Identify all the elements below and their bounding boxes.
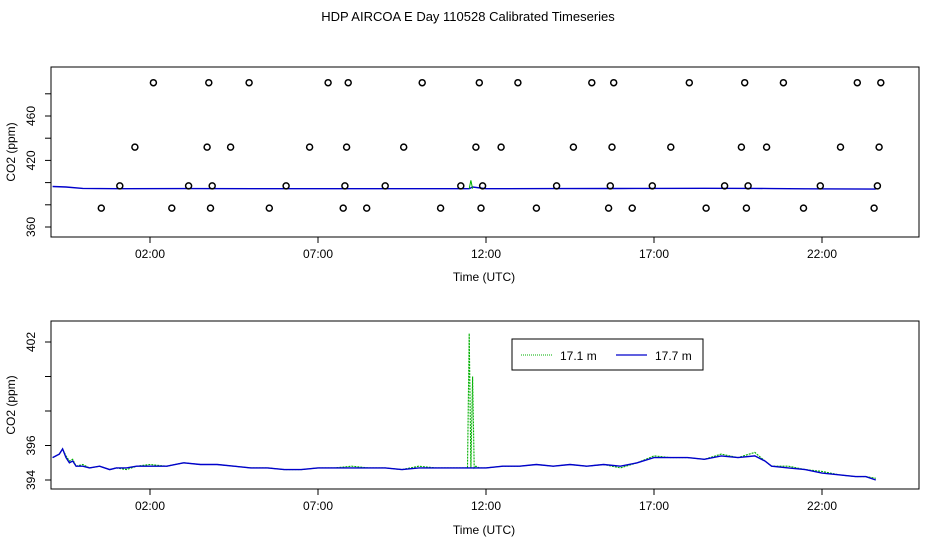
plot1-point — [816, 182, 825, 190]
plot1-point — [265, 204, 274, 212]
plot1-point — [436, 204, 445, 212]
plot1-series — [52, 180, 876, 190]
plot1-x-tick-label: 07:00 — [303, 247, 333, 261]
plot1-point — [588, 78, 596, 87]
plot2-x-axis-label: Time (UTC) — [453, 523, 515, 537]
plot1-point — [744, 182, 752, 190]
plot2-y-tick-label: 394 — [24, 470, 38, 490]
plot1-series-line — [52, 185, 876, 190]
plot1-point — [799, 204, 808, 212]
plot2-series — [52, 333, 877, 481]
plot1-point — [604, 204, 613, 212]
plot1-point — [168, 204, 176, 212]
plot1-point — [870, 204, 878, 212]
plot1-point — [184, 182, 193, 190]
plot1-point — [477, 204, 485, 212]
plot1-point — [514, 78, 522, 87]
plot1-frame — [50, 66, 920, 238]
plot1-point — [205, 78, 213, 87]
plot1-point — [472, 143, 480, 151]
plot1-point — [648, 182, 657, 190]
plot1-point — [457, 182, 465, 190]
plot1-point — [341, 182, 349, 190]
plot1-point — [362, 204, 371, 212]
plot2-frame — [50, 320, 920, 490]
plot1-point — [740, 78, 749, 87]
plot1-y-ticks: 360 420 460 — [24, 93, 51, 237]
plot1-point — [381, 182, 389, 190]
plot1-point — [877, 78, 885, 87]
plot1-y-axis-label: CO2 (ppm) — [4, 122, 18, 181]
plot2-x-tick-label: 07:00 — [303, 499, 333, 513]
plot1-point — [399, 143, 408, 151]
plot1-point — [116, 182, 124, 190]
plot1-point — [282, 182, 290, 190]
plot1-point — [702, 204, 710, 212]
plot1-x-ticks: 02:00 07:00 12:00 17:00 22:00 — [135, 237, 837, 261]
plot1-y-tick-label: 460 — [24, 106, 38, 126]
plot1-point — [552, 182, 561, 190]
plot1-point — [569, 143, 578, 151]
plot2-y-axis-label: CO2 (ppm) — [4, 375, 18, 434]
plot1-point — [628, 204, 636, 212]
plot1-point — [779, 78, 788, 87]
plot1-point — [497, 143, 505, 151]
plot2-y-tick-label: 402 — [24, 332, 38, 352]
plot1-point — [853, 78, 862, 87]
plot1-point — [149, 78, 158, 87]
plot1-point — [418, 78, 426, 87]
plot1-point — [606, 182, 615, 190]
plot1-point — [208, 182, 216, 190]
plot1-point — [720, 182, 729, 190]
plot1-point — [475, 78, 484, 87]
plot2-x-tick-label: 02:00 — [135, 499, 165, 513]
legend-label-17-1: 17.1 m — [560, 349, 597, 363]
legend-label-17-7: 17.7 m — [655, 349, 692, 363]
plot1-point — [762, 143, 771, 151]
plot1-point — [97, 204, 106, 212]
plot1-point — [245, 78, 253, 87]
plot1-series-spike — [468, 180, 474, 189]
plot2-x-tick-label: 22:00 — [807, 499, 837, 513]
plot1-point — [339, 204, 347, 212]
plot1-point — [532, 204, 541, 212]
plot1-point — [742, 204, 751, 212]
plot1-y-tick-label: 420 — [24, 150, 38, 170]
plot1-point — [324, 78, 332, 87]
plot2-y-ticks: 394 396 402 — [24, 332, 51, 490]
plot1-x-tick-label: 02:00 — [135, 247, 165, 261]
plot1-points — [97, 78, 885, 212]
plot1-point — [836, 143, 845, 151]
plot1-point — [344, 78, 352, 87]
plot2-x-tick-label: 17:00 — [639, 499, 669, 513]
page-title: HDP AIRCOA E Day 110528 Calibrated Times… — [321, 9, 615, 24]
plot2-x-tick-label: 12:00 — [471, 499, 501, 513]
plot1-point — [226, 143, 235, 151]
plot1-point — [737, 143, 746, 151]
plot1-point — [875, 143, 883, 151]
plot1-point — [609, 78, 618, 87]
plot2-series-17-7-line — [52, 447, 877, 481]
plot2-legend: 17.1 m 17.7 m — [511, 338, 704, 371]
plot1-point — [342, 143, 351, 151]
plot1-x-tick-label: 22:00 — [807, 247, 837, 261]
plot1-point — [873, 182, 882, 190]
plot1-point — [305, 143, 314, 151]
plot1-x-tick-label: 12:00 — [471, 247, 501, 261]
plot1-point — [608, 143, 616, 151]
plot1-point — [685, 78, 694, 87]
plot2-y-tick-label: 396 — [24, 435, 38, 455]
plot1-x-axis-label: Time (UTC) — [453, 270, 515, 284]
plot1-point — [131, 143, 139, 151]
plot2-x-ticks: 02:00 07:00 12:00 17:00 22:00 — [135, 489, 837, 513]
plot1-point — [667, 143, 675, 151]
plot1-y-tick-label: 360 — [24, 217, 38, 237]
plot1-x-tick-label: 17:00 — [639, 247, 669, 261]
plot1-point — [478, 182, 487, 190]
plot1-point — [206, 204, 215, 212]
plot1-point — [203, 143, 211, 151]
